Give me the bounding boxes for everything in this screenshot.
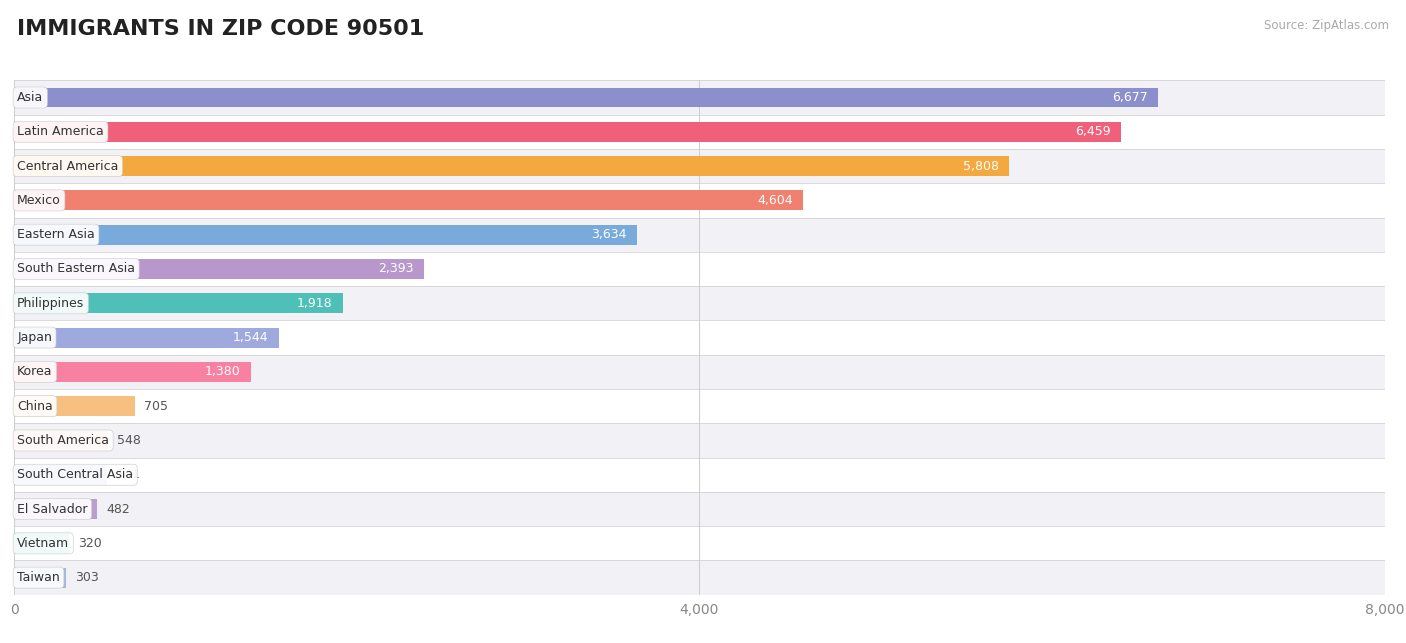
Text: China: China	[17, 400, 53, 413]
Text: Eastern Asia: Eastern Asia	[17, 228, 94, 241]
Bar	[14, 499, 97, 519]
Text: South Central Asia: South Central Asia	[17, 468, 134, 481]
Bar	[14, 114, 1385, 149]
Text: Mexico: Mexico	[17, 194, 60, 207]
Text: 4,604: 4,604	[756, 194, 793, 207]
Text: South America: South America	[17, 434, 110, 447]
Text: Latin America: Latin America	[17, 125, 104, 138]
Bar	[14, 80, 1385, 114]
Text: El Salvador: El Salvador	[17, 503, 87, 516]
Bar	[14, 526, 1385, 561]
Bar	[14, 252, 1385, 286]
Text: 3,634: 3,634	[591, 228, 627, 241]
Bar	[14, 423, 1385, 458]
Text: 6,459: 6,459	[1076, 125, 1111, 138]
Text: Korea: Korea	[17, 365, 52, 378]
Text: South Eastern Asia: South Eastern Asia	[17, 262, 135, 275]
Text: 303: 303	[76, 571, 100, 584]
Text: IMMIGRANTS IN ZIP CODE 90501: IMMIGRANTS IN ZIP CODE 90501	[17, 19, 425, 39]
Text: Vietnam: Vietnam	[17, 537, 69, 550]
Bar	[14, 389, 1385, 423]
Text: 705: 705	[145, 400, 169, 413]
Bar	[14, 259, 425, 279]
Bar	[14, 355, 1385, 389]
Bar	[14, 320, 1385, 355]
Bar	[14, 492, 1385, 526]
Bar	[14, 183, 1385, 217]
Bar	[14, 87, 1159, 107]
Text: Asia: Asia	[17, 91, 44, 104]
Bar	[14, 225, 637, 244]
Bar	[14, 561, 1385, 595]
Text: Philippines: Philippines	[17, 297, 84, 310]
Text: 1,544: 1,544	[233, 331, 269, 344]
Bar	[14, 568, 66, 588]
Bar	[14, 328, 278, 347]
Text: 2,393: 2,393	[378, 262, 413, 275]
Text: 482: 482	[105, 503, 129, 516]
Bar	[14, 458, 1385, 492]
Bar	[14, 534, 69, 553]
Text: Source: ZipAtlas.com: Source: ZipAtlas.com	[1264, 19, 1389, 32]
Bar	[14, 217, 1385, 252]
Text: 320: 320	[79, 537, 103, 550]
Bar	[14, 396, 135, 416]
Bar	[14, 293, 343, 313]
Bar	[14, 286, 1385, 320]
Bar	[14, 156, 1010, 176]
Bar	[14, 465, 107, 485]
Bar	[14, 149, 1385, 183]
Text: 541: 541	[117, 468, 141, 481]
Text: 5,808: 5,808	[963, 159, 1000, 172]
Text: Japan: Japan	[17, 331, 52, 344]
Text: 1,380: 1,380	[204, 365, 240, 378]
Text: Central America: Central America	[17, 159, 118, 172]
Bar	[14, 190, 803, 210]
Text: Taiwan: Taiwan	[17, 571, 60, 584]
Text: 6,677: 6,677	[1112, 91, 1147, 104]
Bar	[14, 122, 1121, 141]
Bar	[14, 431, 108, 450]
Text: 1,918: 1,918	[297, 297, 332, 310]
Text: 548: 548	[117, 434, 141, 447]
Bar	[14, 362, 250, 382]
